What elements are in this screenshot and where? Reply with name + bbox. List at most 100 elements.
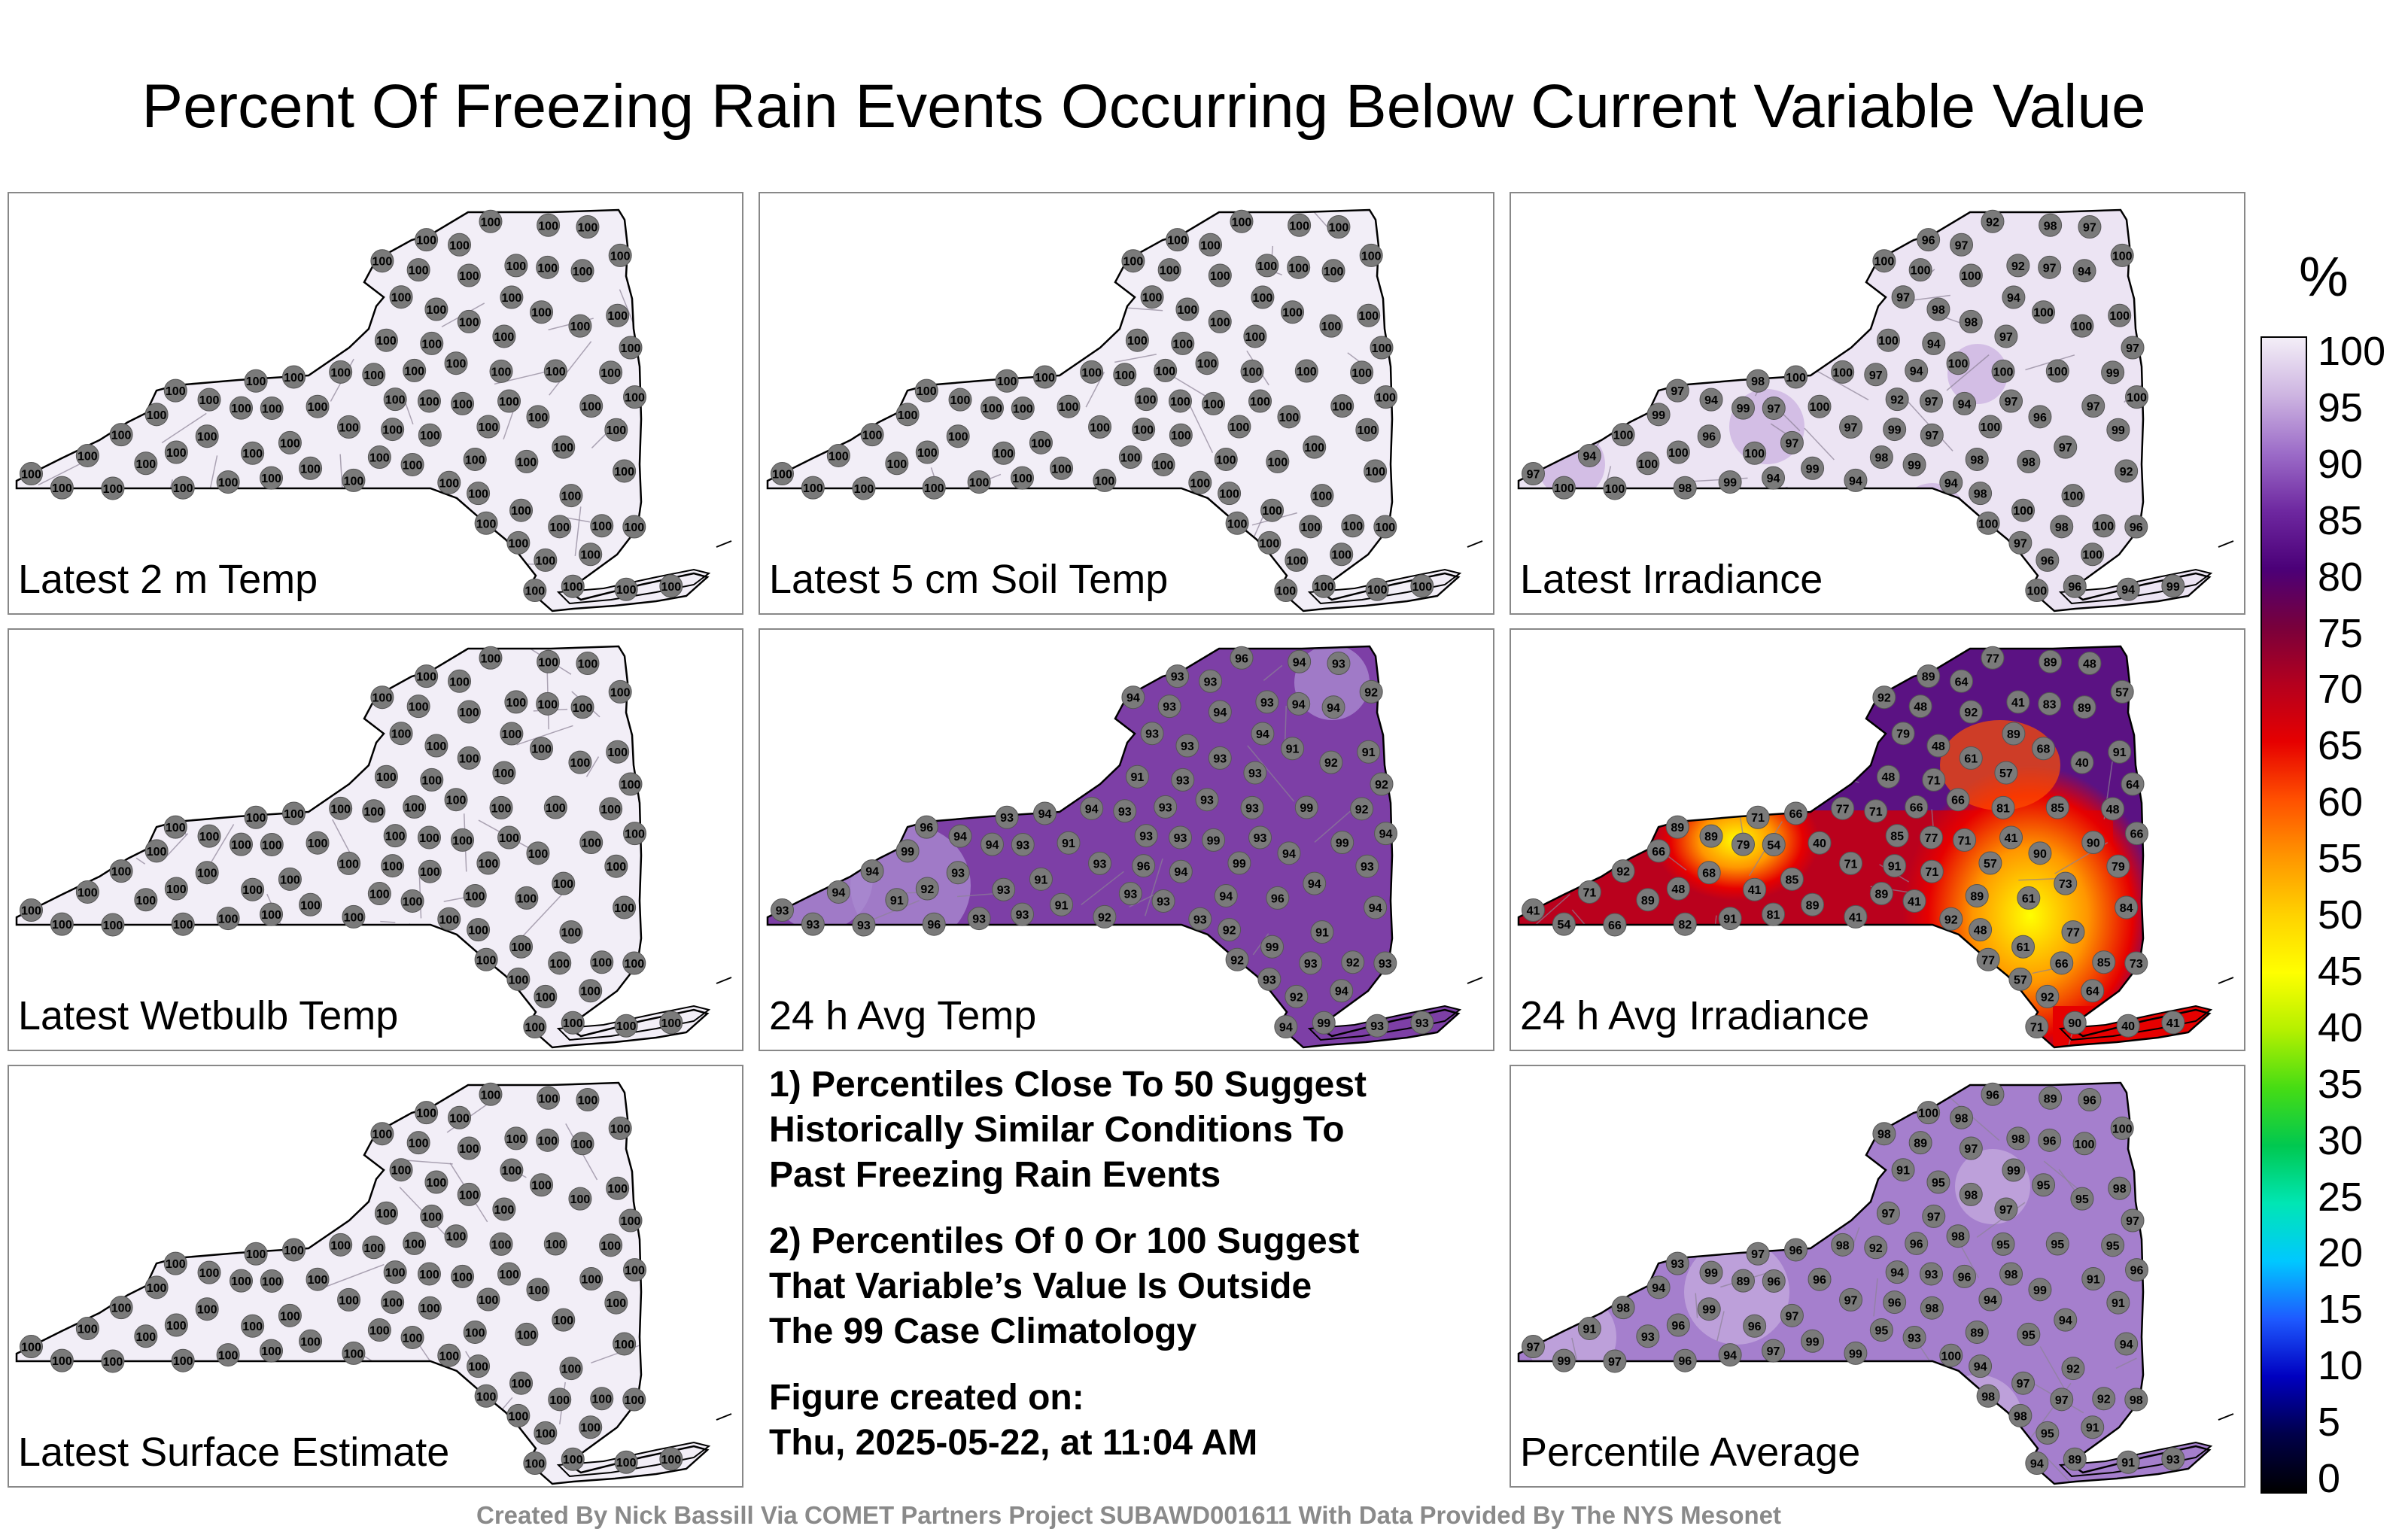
station-value: 93 <box>1145 728 1159 741</box>
station-marker: 94 <box>2072 259 2096 283</box>
station-value: 57 <box>2014 974 2027 986</box>
station-value: 100 <box>166 447 187 460</box>
station-value: 100 <box>1321 321 1342 333</box>
station-value: 100 <box>1810 401 1830 414</box>
station-value: 100 <box>111 430 132 442</box>
station-marker: 100 <box>282 365 306 389</box>
station-value: 97 <box>1927 1211 1941 1223</box>
station-marker: 100 <box>981 396 1005 420</box>
station-marker: 99 <box>1697 1297 1721 1321</box>
station-value: 100 <box>1012 473 1032 485</box>
station-value: 94 <box>1369 902 1382 915</box>
station-value: 91 <box>1315 927 1329 940</box>
station-marker: 100 <box>1319 314 1343 338</box>
ny-map: 100 100 100 100 100 100 100 100 100 100 100 100 100 1… <box>15 645 732 1049</box>
station-marker: 40 <box>2116 1014 2140 1038</box>
station-marker: 100 <box>417 1262 441 1286</box>
station-value: 100 <box>924 482 944 495</box>
station-marker: 100 <box>362 799 386 823</box>
station-value: 100 <box>452 1271 473 1284</box>
station-marker: 100 <box>230 396 254 420</box>
station-marker: 100 <box>536 1128 560 1152</box>
station-value: 100 <box>803 482 823 495</box>
station-marker: 54 <box>1762 832 1786 856</box>
station-marker: 100 <box>457 309 481 333</box>
station-marker: 100 <box>476 851 500 875</box>
station-marker: 100 <box>576 1087 600 1111</box>
station-value: 100 <box>261 909 281 922</box>
station-value: 100 <box>1250 396 1270 409</box>
station-value: 100 <box>479 421 499 434</box>
station-marker: 100 <box>1330 394 1354 418</box>
station-value: 100 <box>1200 239 1221 252</box>
station-value: 100 <box>1637 458 1658 471</box>
station-marker: 100 <box>1050 456 1074 480</box>
station-marker: 100 <box>548 1388 572 1412</box>
station-value: 100 <box>573 266 593 278</box>
station-marker: 100 <box>463 883 487 907</box>
station-value: 81 <box>1996 802 2010 815</box>
station-value: 100 <box>528 412 549 424</box>
station-value: 100 <box>610 250 631 263</box>
station-value: 100 <box>610 1123 631 1135</box>
station-value: 97 <box>1767 403 1780 415</box>
station-marker: 100 <box>614 1014 638 1038</box>
station-marker: 91 <box>2108 740 2132 764</box>
station-value: 100 <box>449 676 470 688</box>
station-marker: 98 <box>1920 1296 1944 1320</box>
station-value: 100 <box>535 1427 555 1440</box>
station-marker: 93 <box>801 912 825 936</box>
station-marker: 97 <box>1994 324 2018 348</box>
station-marker: 57 <box>1994 761 2018 785</box>
station-value: 100 <box>581 401 601 414</box>
station-marker: 100 <box>1132 418 1156 442</box>
station-marker: 81 <box>1991 795 2015 819</box>
station-marker: 94 <box>826 880 850 904</box>
station-value: 95 <box>2051 1239 2064 1251</box>
station-value: 96 <box>1702 431 1716 444</box>
station-value: 99 <box>1704 1267 1718 1280</box>
station-marker: 100 <box>1666 440 1690 464</box>
station-marker: 100 <box>1365 577 1389 601</box>
station-marker: 100 <box>534 548 558 572</box>
station-value: 100 <box>300 899 321 912</box>
station-value: 95 <box>2041 1427 2054 1440</box>
station-value: 100 <box>502 1165 522 1178</box>
station-marker: 100 <box>260 1339 284 1363</box>
station-marker: 93 <box>1299 951 1323 975</box>
station-marker: 100 <box>492 324 516 348</box>
station-marker: 92 <box>1864 1236 1888 1260</box>
station-value: 97 <box>1925 396 1938 409</box>
station-marker: 100 <box>1908 258 1932 282</box>
station-marker: 100 <box>451 391 475 415</box>
station-marker: 97 <box>2081 394 2105 418</box>
station-value: 100 <box>330 366 351 379</box>
station-marker: 100 <box>474 947 498 971</box>
station-marker: 100 <box>230 832 254 856</box>
station-value: 100 <box>199 831 220 843</box>
station-marker: 94 <box>1080 796 1104 820</box>
station-marker: 93 <box>1188 907 1212 931</box>
station-value: 96 <box>927 919 941 932</box>
station-marker: 98 <box>1746 369 1770 393</box>
station-marker: 93 <box>946 861 970 885</box>
station-marker: 100 <box>946 424 970 448</box>
station-marker: 100 <box>534 984 558 1008</box>
station-value: 96 <box>1271 892 1285 905</box>
station-value: 93 <box>1204 676 1218 688</box>
station-marker: 96 <box>2036 548 2060 572</box>
note-1: 1) Percentiles Close To 50 Suggest Histo… <box>769 1062 1491 1198</box>
station-value: 97 <box>1527 469 1540 482</box>
station-marker: 89 <box>1801 892 1825 916</box>
station-marker: 100 <box>530 1173 554 1197</box>
station-value: 100 <box>524 1458 545 1471</box>
station-marker: 100 <box>457 746 481 770</box>
station-value: 91 <box>2112 1297 2125 1310</box>
station-marker: 79 <box>1891 722 1915 746</box>
station-marker: 100 <box>559 920 583 944</box>
station-marker: 100 <box>420 1204 444 1228</box>
station-marker: 100 <box>515 886 539 910</box>
station-value: 100 <box>330 803 351 816</box>
station-marker: 100 <box>530 300 554 324</box>
station-marker: 96 <box>1266 886 1290 910</box>
